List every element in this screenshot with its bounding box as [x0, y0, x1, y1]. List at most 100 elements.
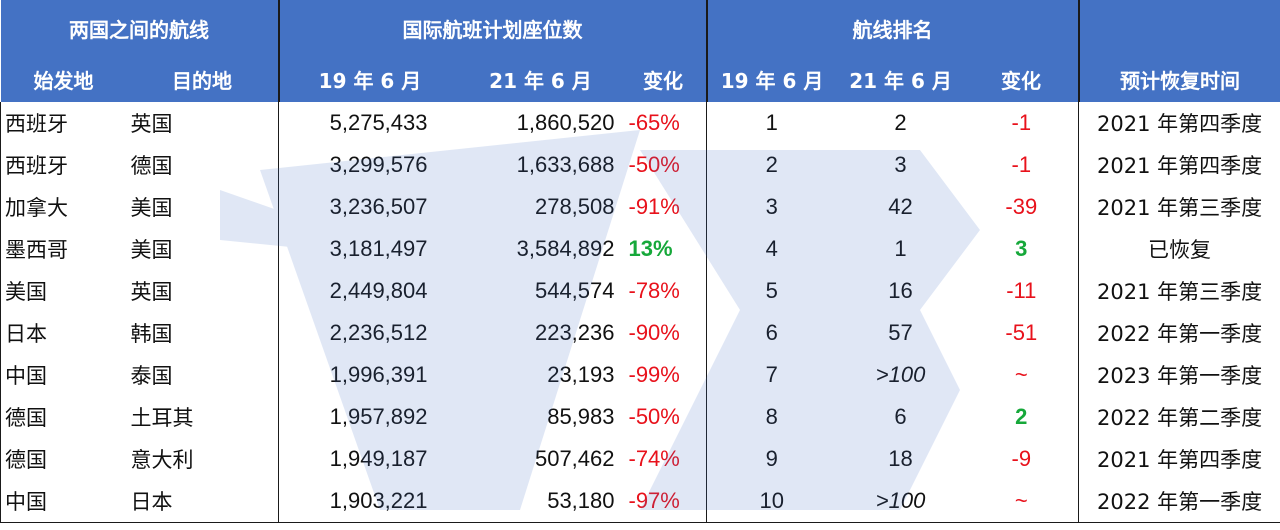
origin-cell: 德国 — [1, 396, 127, 438]
rank-2019-cell: 2 — [707, 144, 837, 186]
destination-cell: 日本 — [127, 480, 279, 523]
origin-cell: 日本 — [1, 312, 127, 354]
seats-2019-cell: 5,275,433 — [279, 102, 461, 144]
rank-2021-cell: 6 — [837, 396, 965, 438]
rank-2021-cell: 16 — [837, 270, 965, 312]
col-header-recovery: 预计恢复时间 — [1079, 57, 1280, 102]
origin-cell: 美国 — [1, 270, 127, 312]
seats-2019-cell: 3,181,497 — [279, 228, 461, 270]
seats-2019-cell: 3,236,507 — [279, 186, 461, 228]
rank-2021-cell: 2 — [837, 102, 965, 144]
rank-2019-cell: 9 — [707, 438, 837, 480]
destination-cell: 英国 — [127, 102, 279, 144]
seats-2021-cell: 53,180 — [461, 480, 621, 523]
rank-change-cell: -39 — [965, 186, 1079, 228]
rank-2021-cell: 18 — [837, 438, 965, 480]
rank-2019-cell: 6 — [707, 312, 837, 354]
seats-2021-cell: 85,983 — [461, 396, 621, 438]
destination-cell: 韩国 — [127, 312, 279, 354]
seat-change-cell: -50% — [621, 396, 707, 438]
seats-2021-cell: 223,236 — [461, 312, 621, 354]
seat-change-cell: -50% — [621, 144, 707, 186]
recovery-cell: 2023 年第一季度 — [1079, 354, 1280, 396]
col-header-seats19: 19 年 6 月 — [279, 57, 461, 102]
group-header-seats: 国际航班计划座位数 — [279, 0, 707, 57]
group-header-rank: 航线排名 — [707, 0, 1079, 57]
rank-2019-cell: 4 — [707, 228, 837, 270]
recovery-cell: 2021 年第三季度 — [1079, 270, 1280, 312]
rank-change-cell: -9 — [965, 438, 1079, 480]
seats-2021-cell: 278,508 — [461, 186, 621, 228]
recovery-cell: 2022 年第二季度 — [1079, 396, 1280, 438]
rank-2021-cell: 3 — [837, 144, 965, 186]
recovery-cell: 2021 年第四季度 — [1079, 144, 1280, 186]
rank-2019-cell: 1 — [707, 102, 837, 144]
destination-cell: 土耳其 — [127, 396, 279, 438]
rank-change-cell: ~ — [965, 480, 1079, 523]
seats-2019-cell: 2,236,512 — [279, 312, 461, 354]
col-header-rank-change: 变化 — [965, 57, 1079, 102]
seats-2021-cell: 23,193 — [461, 354, 621, 396]
destination-cell: 英国 — [127, 270, 279, 312]
origin-cell: 中国 — [1, 480, 127, 523]
seats-2019-cell: 2,449,804 — [279, 270, 461, 312]
rank-change-cell: ~ — [965, 354, 1079, 396]
col-header-seat-change: 变化 — [621, 57, 707, 102]
destination-cell: 美国 — [127, 228, 279, 270]
recovery-cell: 2022 年第一季度 — [1079, 480, 1280, 523]
seat-change-cell: -78% — [621, 270, 707, 312]
seats-2019-cell: 1,996,391 — [279, 354, 461, 396]
group-header-blank — [1079, 0, 1280, 57]
rank-2019-cell: 10 — [707, 480, 837, 523]
rank-2021-cell: 57 — [837, 312, 965, 354]
group-header-route: 两国之间的航线 — [1, 0, 279, 57]
seats-2019-cell: 1,903,221 — [279, 480, 461, 523]
seat-change-cell: -74% — [621, 438, 707, 480]
rank-2021-cell: 1 — [837, 228, 965, 270]
seats-2021-cell: 3,584,892 — [461, 228, 621, 270]
seats-2019-cell: 1,949,187 — [279, 438, 461, 480]
seats-2021-cell: 544,574 — [461, 270, 621, 312]
col-header-dest: 目的地 — [127, 57, 279, 102]
recovery-cell: 2021 年第三季度 — [1079, 186, 1280, 228]
rank-2021-cell: 42 — [837, 186, 965, 228]
rank-2019-cell: 8 — [707, 396, 837, 438]
seats-2021-cell: 1,633,688 — [461, 144, 621, 186]
rank-2019-cell: 3 — [707, 186, 837, 228]
origin-cell: 西班牙 — [1, 102, 127, 144]
col-header-rank21: 21 年 6 月 — [837, 57, 965, 102]
recovery-cell: 2022 年第一季度 — [1079, 312, 1280, 354]
rank-2019-cell: 5 — [707, 270, 837, 312]
seats-2019-cell: 3,299,576 — [279, 144, 461, 186]
rank-2021-cell: >100 — [837, 480, 965, 523]
table-header: 两国之间的航线 国际航班计划座位数 航线排名 始发地 目的地 19 年 6 月 … — [1, 0, 1280, 102]
rank-2021-cell: >100 — [837, 354, 965, 396]
rank-2019-cell: 7 — [707, 354, 837, 396]
seat-change-cell: 13% — [621, 228, 707, 270]
col-header-origin: 始发地 — [1, 57, 127, 102]
destination-cell: 美国 — [127, 186, 279, 228]
origin-cell: 中国 — [1, 354, 127, 396]
seats-2021-cell: 1,860,520 — [461, 102, 621, 144]
origin-cell: 德国 — [1, 438, 127, 480]
destination-cell: 德国 — [127, 144, 279, 186]
rank-change-cell: -51 — [965, 312, 1079, 354]
seat-change-cell: -97% — [621, 480, 707, 523]
destination-cell: 泰国 — [127, 354, 279, 396]
seat-change-cell: -90% — [621, 312, 707, 354]
rank-change-cell: 3 — [965, 228, 1079, 270]
seat-change-cell: -65% — [621, 102, 707, 144]
seats-2021-cell: 507,462 — [461, 438, 621, 480]
recovery-cell: 已恢复 — [1079, 228, 1280, 270]
